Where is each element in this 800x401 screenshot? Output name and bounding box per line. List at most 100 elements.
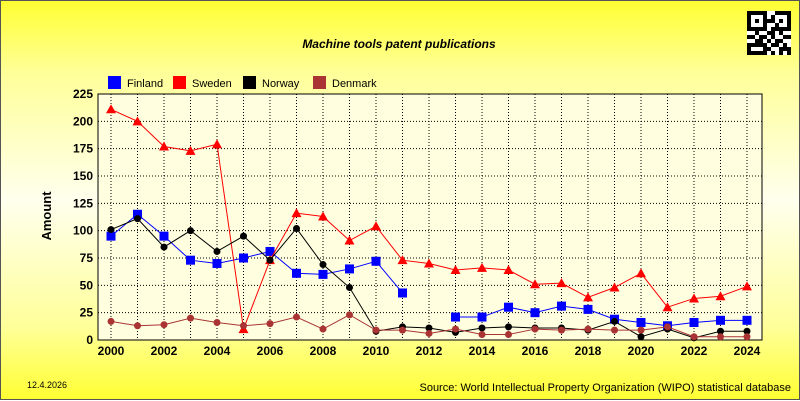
data-point: [239, 253, 248, 263]
qr-module: [775, 43, 779, 47]
data-point: [185, 145, 196, 155]
data-point: [318, 211, 328, 221]
y-tick-label: 25: [80, 306, 94, 320]
qr-module: [759, 43, 763, 47]
data-point: [425, 324, 433, 332]
data-point: [292, 268, 301, 278]
x-tick-label: 2016: [522, 344, 549, 358]
data-point: [583, 292, 593, 302]
data-point: [742, 281, 752, 291]
qr-module: [775, 23, 779, 27]
data-point: [344, 235, 355, 245]
qr-module: [767, 19, 771, 23]
qr-module: [787, 23, 791, 27]
x-tick-label: 2022: [681, 344, 708, 358]
data-point: [530, 308, 540, 318]
data-point: [187, 314, 194, 322]
data-point: [213, 247, 221, 255]
qr-module: [779, 27, 783, 31]
data-point: [212, 258, 222, 268]
x-tick-label: 2008: [310, 344, 337, 358]
legend-item-denmark: Denmark: [313, 76, 377, 90]
data-point: [425, 329, 433, 337]
qr-module: [771, 27, 775, 31]
data-point: [106, 231, 116, 241]
data-point: [478, 331, 486, 339]
qr-module: [787, 35, 791, 39]
qr-module: [755, 31, 759, 35]
data-point: [609, 282, 620, 292]
data-point: [132, 116, 143, 126]
qr-module: [747, 19, 751, 23]
data-point: [319, 325, 327, 333]
y-tick-label: 175: [73, 142, 93, 156]
data-point: [689, 293, 699, 303]
legend-swatch: [313, 76, 326, 89]
data-point: [187, 227, 194, 235]
data-point: [636, 268, 646, 278]
qr-module: [787, 19, 791, 23]
data-point: [611, 326, 618, 334]
data-point: [159, 141, 169, 151]
data-point: [743, 327, 751, 335]
qr-module: [763, 19, 767, 23]
legend-item-norway: Norway: [243, 76, 300, 90]
data-point: [742, 315, 752, 325]
data-point: [346, 284, 353, 292]
qr-module: [767, 31, 771, 35]
y-tick-label: 100: [73, 224, 93, 238]
qr-module: [747, 51, 751, 55]
legend-label: Sweden: [192, 78, 232, 90]
data-point: [397, 255, 408, 265]
data-point: [107, 226, 115, 234]
qr-module: [771, 35, 775, 39]
qr-module: [787, 15, 791, 19]
qr-module: [751, 11, 755, 15]
data-point: [505, 331, 512, 339]
data-point: [107, 317, 115, 325]
data-point: [531, 325, 539, 333]
data-point: [556, 278, 567, 288]
data-point: [424, 258, 434, 268]
qr-module: [771, 51, 775, 55]
data-point: [478, 324, 486, 332]
data-point: [213, 319, 221, 327]
qr-module: [747, 27, 751, 31]
qr-module: [755, 39, 759, 43]
qr-module: [763, 27, 767, 31]
x-tick-label: 2012: [416, 344, 443, 358]
qr-module: [771, 19, 775, 23]
data-point: [637, 326, 645, 334]
data-point: [557, 301, 566, 311]
qr-module: [751, 43, 755, 47]
data-point: [717, 333, 724, 341]
x-tick-label: 2002: [151, 344, 178, 358]
x-tick-label: 2010: [363, 344, 390, 358]
qr-module: [787, 51, 791, 55]
qr-module: [787, 27, 791, 31]
qr-code-icon: [747, 11, 791, 55]
data-point: [584, 325, 592, 333]
y-axis-label: Amount: [39, 191, 54, 241]
qr-module: [759, 11, 763, 15]
qr-module: [783, 11, 787, 15]
qr-module: [779, 39, 783, 43]
qr-module: [755, 11, 759, 15]
data-point: [319, 261, 327, 269]
y-tick-label: 200: [73, 114, 93, 128]
data-point: [291, 208, 302, 218]
x-tick-label: 2000: [98, 344, 125, 358]
data-point: [477, 262, 487, 272]
data-point: [636, 318, 646, 328]
data-point: [345, 264, 354, 274]
qr-module: [779, 51, 783, 55]
qr-module: [747, 43, 751, 47]
qr-module: [763, 11, 767, 15]
qr-module: [783, 43, 787, 47]
data-point: [583, 304, 593, 314]
legend-label: Denmark: [332, 78, 377, 90]
qr-module: [787, 47, 791, 51]
data-point: [505, 323, 512, 331]
data-point: [450, 265, 461, 275]
